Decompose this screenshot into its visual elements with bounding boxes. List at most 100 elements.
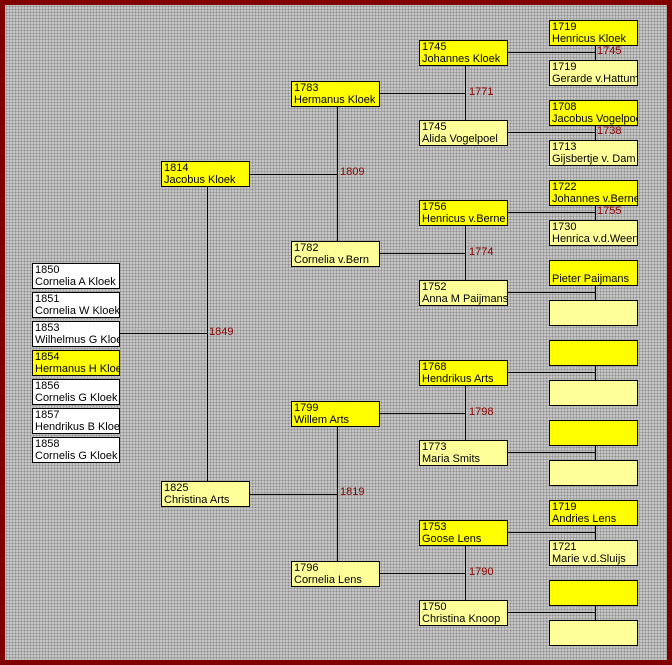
connector-line: [595, 445, 596, 460]
person-box[interactable]: [549, 340, 638, 366]
marriage-year: 1849: [209, 326, 234, 338]
person-box[interactable]: Pieter Paijmans: [549, 260, 638, 286]
person-box[interactable]: [549, 460, 638, 486]
connector-line: [507, 612, 595, 613]
connector-line: [507, 452, 595, 453]
person-box[interactable]: 1814 Jacobus Kloek: [161, 161, 250, 187]
connector-line: [379, 413, 465, 414]
person-name: Cornelia v.Bern: [294, 254, 369, 266]
person-box[interactable]: 1713 Gijsbertje v. Dam: [549, 140, 638, 166]
person-box[interactable]: 1799 Willem Arts: [291, 401, 380, 427]
birth-year: 1768: [422, 361, 447, 373]
person-box[interactable]: 1722 Johannes v.Berne: [549, 180, 638, 206]
person-box[interactable]: 1719 Henricus Kloek: [549, 20, 638, 46]
birth-year: 1752: [422, 281, 447, 293]
person-box[interactable]: 1796 Cornelia Lens: [291, 561, 380, 587]
marriage-year: 1738: [597, 125, 622, 137]
person-name: Willem Arts: [294, 414, 349, 426]
birth-year: 1750: [422, 601, 447, 613]
connector-line: [465, 65, 466, 120]
marriage-year: 1790: [469, 566, 494, 578]
person-box[interactable]: 1857 Hendrikus B Kloek: [32, 408, 120, 434]
person-name: Jacobus Vogelpoel: [552, 113, 638, 125]
person-name: [552, 634, 637, 645]
connector-line: [595, 605, 596, 620]
connector-line: [595, 365, 596, 380]
person-name: Johannes Kloek: [422, 53, 501, 65]
birth-year: 1719: [552, 61, 577, 73]
person-name: Henricus v.Berne: [422, 213, 506, 225]
marriage-year: 1819: [340, 486, 365, 498]
person-name: Cornelis G Kloek: [35, 450, 118, 462]
person-name: [552, 394, 637, 405]
person-box[interactable]: [549, 420, 638, 446]
person-name: [552, 434, 637, 445]
birth-year: 1773: [422, 441, 447, 453]
person-box[interactable]: 1721 Marie v.d.Sluijs: [549, 540, 638, 566]
birth-year: 1719: [552, 501, 577, 513]
person-box[interactable]: 1854 Hermanus H Kloek: [32, 350, 120, 376]
connector-line: [595, 125, 596, 140]
birth-year: 1796: [294, 562, 319, 574]
birth-year: 1753: [422, 521, 447, 533]
connector-line: [507, 532, 595, 533]
marriage-year: 1774: [469, 246, 494, 258]
birth-year: [552, 622, 637, 634]
person-box[interactable]: 1750 Christina Knoop: [419, 600, 508, 626]
person-name: Cornelis G Kloek: [35, 392, 118, 404]
person-box[interactable]: 1752 Anna M Paijmans: [419, 280, 508, 306]
birth-year: 1851: [35, 293, 60, 305]
person-box[interactable]: 1858 Cornelis G Kloek: [32, 437, 120, 463]
birth-year: [552, 462, 637, 474]
person-name: Henricus Kloek: [552, 33, 626, 45]
birth-year: 1799: [294, 402, 319, 414]
birth-year: 1814: [164, 162, 189, 174]
person-name: Jacobus Kloek: [164, 174, 236, 186]
person-name: Gijsbertje v. Dam: [552, 153, 636, 165]
person-box[interactable]: 1745 Johannes Kloek: [419, 40, 508, 66]
birth-year: 1756: [422, 201, 447, 213]
person-box[interactable]: 1768 Hendrikus Arts: [419, 360, 508, 386]
person-name: Marie v.d.Sluijs: [552, 553, 626, 565]
person-box[interactable]: 1730 Henrica v.d.Weert: [549, 220, 638, 246]
birth-year: [552, 342, 637, 354]
birth-year: 1783: [294, 82, 319, 94]
connector-line: [249, 494, 337, 495]
person-box[interactable]: 1850 Cornelia A Kloek: [32, 263, 120, 289]
person-name: Cornelia W Kloek: [35, 305, 120, 317]
person-box[interactable]: 1745 Alida Vogelpoel: [419, 120, 508, 146]
connector-line: [595, 525, 596, 540]
person-box[interactable]: 1756 Henricus v.Berne: [419, 200, 508, 226]
person-box[interactable]: [549, 300, 638, 326]
person-name: Anna M Paijmans: [422, 293, 508, 305]
person-name: Henrica v.d.Weert: [552, 233, 638, 245]
birth-year: 1745: [422, 121, 447, 133]
birth-year: 1853: [35, 322, 60, 334]
person-box[interactable]: [549, 580, 638, 606]
person-box[interactable]: 1853 Wilhelmus G Kloek: [32, 321, 120, 347]
person-box[interactable]: [549, 380, 638, 406]
person-box[interactable]: 1851 Cornelia W Kloek: [32, 292, 120, 318]
person-box[interactable]: 1719 Gerarde v.Hattum: [549, 60, 638, 86]
person-box[interactable]: 1708 Jacobus Vogelpoel: [549, 100, 638, 126]
person-box[interactable]: 1773 Maria Smits: [419, 440, 508, 466]
person-box[interactable]: 1782 Cornelia v.Bern: [291, 241, 380, 267]
birth-year: 1722: [552, 181, 577, 193]
person-box[interactable]: 1783 Hermanus Kloek: [291, 81, 380, 107]
person-name: Christina Knoop: [422, 613, 501, 625]
marriage-year: 1771: [469, 86, 494, 98]
person-box[interactable]: 1719 Andries Lens: [549, 500, 638, 526]
marriage-year: 1755: [597, 205, 622, 217]
person-box[interactable]: 1856 Cornelis G Kloek: [32, 379, 120, 405]
person-box[interactable]: 1753 Goose Lens: [419, 520, 508, 546]
person-name: Hermanus H Kloek: [35, 363, 120, 375]
person-name: Alida Vogelpoel: [422, 133, 498, 145]
person-name: Goose Lens: [422, 533, 482, 545]
connector-line: [119, 333, 207, 334]
birth-year: 1713: [552, 141, 577, 153]
connector-line: [465, 385, 466, 440]
person-box[interactable]: 1825 Christina Arts: [161, 481, 250, 507]
connector-line: [249, 174, 337, 175]
person-box[interactable]: [549, 620, 638, 646]
